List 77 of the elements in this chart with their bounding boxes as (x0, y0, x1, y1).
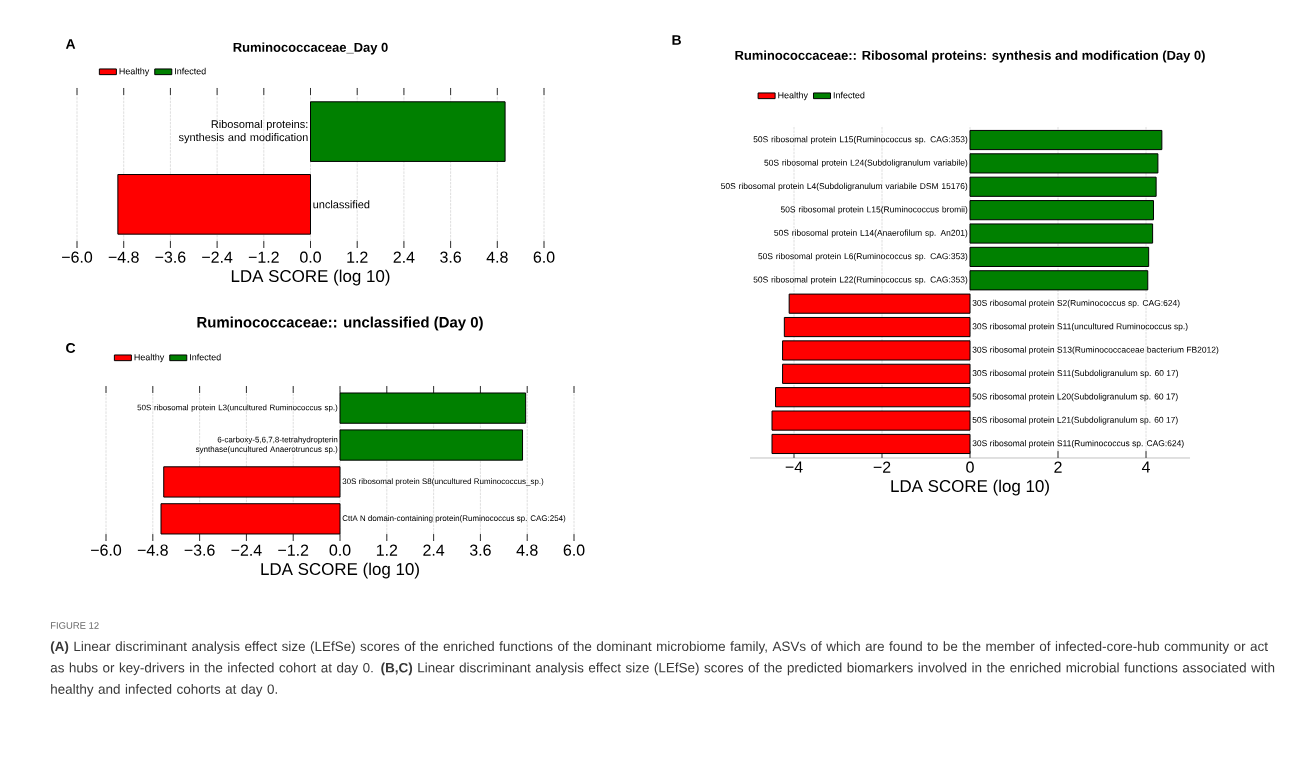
y-tick-label: 50S ribosomal protein L15(Ruminococcus sp. CAG:353) (753, 136, 968, 144)
y-tick-label: 50S ribosomal protein L22(Ruminococcus sp. CAG:353) (753, 276, 968, 285)
bar (788, 293, 971, 314)
caption: FIGURE 12 (50, 622, 99, 629)
bar (969, 223, 1154, 244)
x-tick-label: 3.6 (440, 251, 461, 263)
y-tick-label: 30S ribosomal protein S11(uncultured Ruminococcus sp.) (972, 323, 1188, 331)
x-tick-label: 2.4 (393, 251, 415, 263)
chart-title: Ruminococcaceae:: Ribosomal proteins: synthesis and modification (Day 0) (735, 50, 1205, 63)
y-tick-label: 50S ribosomal protein L14(Anaerofilum sp. An201) (774, 229, 968, 238)
y-tick-label: 50S ribosomal protein L6(Ruminococcus sp. CAG:353) (758, 252, 968, 261)
text: (A) Linear discriminant analysis effect size (LEfSe) scores of the enriched functions of the dominant microbiome family, ASVs of which are found to be the member of infected-core-hub community or act as hubs or key-drivers in the infected cohort at day 0. (B,C) Linear discriminant analysis effect size (LEfSe) scores of the predicted biomarkers involved in the enriched microbial functions associated with healthy and infected cohorts at day 0. (50, 641, 1275, 697)
x-tick-label: 6.0 (533, 251, 555, 263)
bar (969, 153, 1159, 174)
y-tick-label: Ribosomal proteins: synthesis and modification (178, 119, 308, 144)
x-tick-label: −2.4 (231, 544, 262, 556)
bar (339, 429, 524, 461)
y-tick-label: 30S ribosomal protein S13(Ruminococcaceae bacterium FB2012) (972, 346, 1219, 355)
x-tick-label: −3.6 (155, 251, 186, 263)
legend-label: Infected (190, 353, 221, 361)
y-tick-label: 50S ribosomal protein L24(Subdoligranulum variabile) (764, 159, 968, 168)
x-axis-title: LDA SCORE (log 10) (231, 269, 390, 286)
chart-title: Ruminococcaceae_Day 0 (233, 42, 388, 55)
x-axis-title: LDA SCORE (log 10) (891, 479, 1049, 496)
bar (775, 387, 971, 408)
x-tick-label: −1.2 (248, 251, 279, 263)
text: C (66, 343, 76, 353)
bar (339, 392, 527, 424)
bar (969, 246, 1150, 267)
x-tick-label: 4.8 (516, 544, 538, 556)
bar (969, 270, 1149, 291)
x-tick-label: 1.2 (347, 251, 368, 263)
bar (969, 200, 1154, 221)
x-tick-label: −4.8 (137, 544, 168, 556)
x-tick-label: 1.2 (376, 544, 398, 556)
x-tick-label: 0.0 (329, 544, 351, 556)
x-tick-label: −3.6 (184, 544, 215, 556)
bar (163, 466, 341, 498)
text: A (65, 39, 76, 49)
x-tick-label: −2.4 (202, 251, 233, 263)
y-tick-label: unclassified (313, 200, 370, 209)
bar (969, 176, 1157, 197)
bar (771, 410, 971, 431)
legend-label: Healthy (119, 67, 150, 77)
y-tick-label: 30S ribosomal protein S11(Ruminococcus sp. CAG:624) (972, 440, 1184, 448)
y-tick-label: 30S ribosomal protein S2(Ruminococcus sp. CAG:624) (972, 299, 1180, 308)
x-tick-label: −6.0 (91, 544, 122, 556)
x-tick-label: 4.8 (486, 251, 508, 263)
x-tick-label: 2 (1054, 461, 1062, 473)
bar (160, 503, 341, 535)
x-tick-label: 0 (966, 461, 974, 473)
x-tick-label: −1.2 (278, 544, 309, 556)
y-tick-label: 30S ribosomal protein S11(Subdoligranulum sp. 60 17) (972, 369, 1178, 378)
bar (969, 129, 1163, 151)
legend-label: Healthy (778, 91, 808, 101)
y-tick-label: 50S ribosomal protein L20(Subdoligranulum sp. 60 17) (972, 393, 1178, 402)
x-tick-label: −4 (785, 461, 803, 473)
chart-title: Ruminococcaceae:: unclassified (Day 0) (197, 316, 483, 331)
x-tick-label: 6.0 (563, 544, 585, 556)
bar (783, 316, 971, 338)
x-tick-label: −6.0 (62, 251, 93, 263)
y-tick-label: 50S ribosomal protein L15(Ruminococcus bromii) (780, 206, 968, 215)
x-tick-label: 2.4 (423, 544, 445, 556)
bar (782, 363, 971, 384)
x-tick-label: 3.6 (469, 544, 491, 556)
x-tick-label: −2 (873, 461, 891, 473)
legend-label: Infected (175, 67, 206, 75)
text: B (672, 35, 681, 45)
x-tick-label: 0.0 (300, 251, 321, 263)
x-tick-label: 4 (1141, 461, 1150, 473)
x-tick-label: −4.8 (108, 251, 139, 263)
y-tick-label: 50S ribosomal protein L4(Subdoligranulum variabile DSM 15176) (721, 182, 968, 191)
bar (782, 340, 971, 361)
y-tick-label: 50S ribosomal protein L21(Subdoligranulum sp. 60 17) (972, 416, 1178, 425)
legend-label: Healthy (134, 353, 165, 363)
legend-label: Infected (833, 91, 865, 99)
x-axis-title: LDA SCORE (log 10) (261, 562, 419, 579)
